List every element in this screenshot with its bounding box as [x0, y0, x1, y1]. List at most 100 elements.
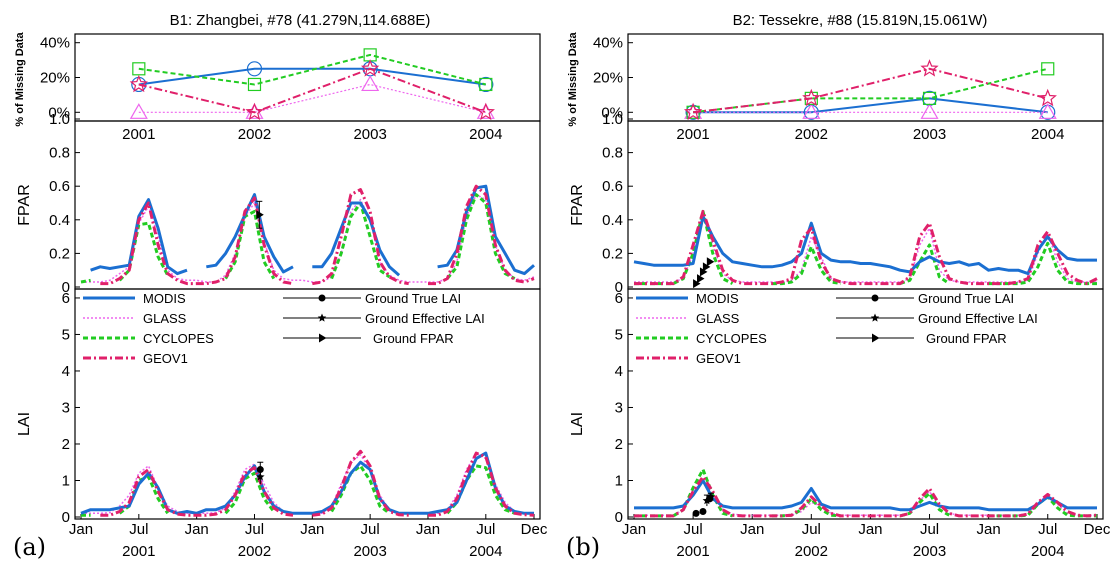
panel-label: (a): [13, 533, 46, 561]
ground-effective-lai-marker: [317, 313, 327, 322]
ground-true-lai-marker: [871, 294, 879, 302]
geov1-missing-marker: [920, 59, 939, 77]
fpar-series-modis: [633, 214, 1097, 276]
lai-year-label: 2004: [1031, 543, 1064, 560]
fpar-series-glass: [81, 193, 535, 283]
legend-label: GLASS: [143, 311, 187, 326]
missing-x-tick-label: 2002: [795, 126, 828, 143]
legend-label: MODIS: [143, 291, 186, 306]
lai-x-tick-label: Dec: [521, 521, 548, 538]
lai-year-label: 2002: [238, 543, 271, 560]
lai-y-tick-label: 6: [62, 290, 70, 307]
fpar-y-tick-label: 0.6: [49, 178, 70, 195]
missing-y-tick-label: 0%: [601, 104, 623, 121]
legend-label: GLASS: [696, 311, 740, 326]
glass-missing-marker: [802, 103, 821, 119]
lai-y-tick-label: 6: [615, 290, 623, 307]
lai-y-axis-label: LAI: [569, 412, 586, 436]
lai-x-tick-label: Jul: [802, 521, 821, 538]
geov1-missing-marker: [1038, 88, 1057, 107]
glass-missing-marker: [1038, 103, 1057, 119]
ground-true-lai-marker: [699, 508, 707, 516]
lai-year-label: 2004: [469, 543, 502, 560]
legend-label: Ground Effective LAI: [365, 311, 485, 326]
lai-x-tick-label: Jul: [1038, 521, 1057, 538]
panel-title: B2: Tessekre, #88 (15.819N,15.061W): [733, 12, 988, 29]
fpar-y-tick-label: 0.4: [602, 212, 623, 229]
modis-missing-marker: [246, 61, 263, 77]
lai-y-tick-label: 0: [62, 509, 70, 526]
lai-plot: 0 1 2 3 4 5 6 LAI Jan Jul Jan Jul Jan Jul Jan Jul Dec 200…: [569, 288, 1111, 560]
cyclopes-missing-marker: [479, 77, 493, 92]
fpar-y-tick-label: 0.8: [49, 145, 70, 162]
fpar-plot: 0 0.2 0.4 0.6 0.8 1.0 FPAR: [569, 111, 1104, 296]
missing-y-tick-label: 40%: [40, 35, 70, 52]
lai-year-label: 2001: [676, 543, 709, 560]
glass-missing-marker: [920, 103, 939, 119]
legend-label: Ground True LAI: [918, 291, 1014, 306]
fpar-y-axis-label: FPAR: [569, 184, 586, 225]
lai-y-tick-label: 4: [62, 363, 70, 380]
legend-label: Ground FPAR: [926, 331, 1007, 346]
fpar-series-geov1: [100, 184, 535, 286]
lai-x-tick-label: Jan: [69, 521, 93, 538]
ground-fpar-marker: [706, 257, 715, 267]
legend: MODIS GLASS CYCLOPES GEOV1 Ground True LAI Gr…: [83, 291, 485, 366]
ground-fpar-marker: [872, 333, 880, 343]
lai-plot: 0 1 2 3 4 5 6 LAI Jan Jul Jan Jul Jan Jul Jan Jul Dec 200…: [16, 288, 548, 560]
fpar-y-tick-label: 0.6: [602, 178, 623, 195]
lai-plot-frame: [74, 288, 541, 520]
lai-y-tick-label: 0: [615, 509, 623, 526]
ground-fpar-marker: [697, 274, 705, 284]
lai-x-tick-label: Jan: [977, 521, 1001, 538]
lai-x-tick-label: Jan: [185, 521, 209, 538]
panel-label: (b): [566, 533, 600, 561]
fpar-y-tick-label: 0: [62, 279, 70, 296]
lai-plot-frame: [627, 288, 1104, 520]
missing-x-tick-label: 2001: [122, 126, 155, 143]
legend-label: CYCLOPES: [696, 331, 767, 346]
missing-data-plot: 0% 20% 40% 2001 2002 2003 2004 % of Missing Dat…: [14, 32, 541, 143]
legend: MODIS GLASS CYCLOPES GEOV1 Ground True LAI Gr…: [636, 291, 1038, 366]
lai-y-tick-label: 3: [62, 399, 70, 416]
lai-x-tick-label: Jan: [300, 521, 324, 538]
lai-x-tick-label: Jul: [476, 521, 495, 538]
lai-series-geov1: [100, 449, 535, 517]
geov1-missing-marker: [360, 59, 380, 77]
ground-effective-lai-marker: [702, 496, 712, 505]
missing-y-axis-label: % of Missing Data: [14, 32, 26, 127]
missing-data-plot: 0% 20% 40% 2001 2002 2003 2004 % of Missing Dat…: [567, 32, 1104, 143]
lai-x-tick-label: Jan: [622, 521, 646, 538]
missing-y-tick-label: 20%: [593, 70, 623, 87]
cyclopes-missing-marker: [132, 62, 146, 76]
missing-x-tick-label: 2001: [676, 126, 709, 143]
ground-fpar-marker: [256, 210, 264, 220]
missing-y-tick-label: 40%: [593, 35, 623, 52]
lai-year-label: 2003: [913, 543, 946, 560]
ground-effective-lai-marker: [706, 492, 716, 501]
lai-x-tick-label: Jan: [740, 521, 764, 538]
ground-fpar-marker: [699, 267, 708, 277]
lai-x-tick-label: Jan: [416, 521, 440, 538]
missing-x-tick-label: 2004: [469, 126, 502, 143]
lai-x-tick-label: Jul: [245, 521, 264, 538]
cyclopes-missing-marker: [922, 91, 937, 105]
legend-label: CYCLOPES: [143, 331, 214, 346]
lai-x-tick-label: Jul: [684, 521, 703, 538]
glass-missing-marker: [361, 75, 380, 92]
lai-series-modis: [80, 451, 534, 515]
ground-true-lai-marker: [318, 294, 326, 302]
geov1-missing-marker: [802, 88, 821, 107]
lai-x-tick-label: Jul: [129, 521, 148, 538]
missing-x-tick-label: 2003: [353, 126, 386, 143]
fpar-y-tick-label: 0.8: [602, 145, 623, 162]
missing-series-cyclopes: [138, 53, 487, 86]
legend-label: GEOV1: [696, 351, 741, 366]
panel-title: B1: Zhangbei, #78 (41.279N,114.688E): [170, 12, 431, 29]
fpar-y-tick-label: 0: [615, 279, 623, 296]
missing-y-axis-label: % of Missing Data: [567, 32, 579, 127]
missing-y-tick-label: 20%: [40, 70, 70, 87]
lai-series-modis: [634, 479, 1097, 512]
lai-year-label: 2003: [353, 543, 386, 560]
